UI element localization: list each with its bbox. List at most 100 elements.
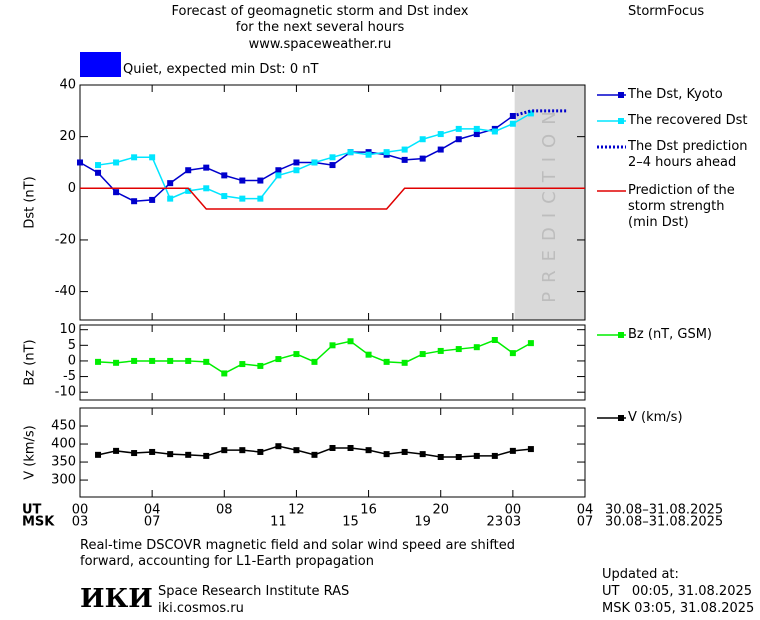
- url: www.spaceweather.ru: [248, 37, 392, 52]
- legend-marker: [618, 415, 624, 421]
- data-point: [365, 351, 372, 358]
- x-tick-label: 23: [487, 515, 504, 530]
- data-point: [527, 446, 534, 453]
- data-point: [437, 347, 444, 354]
- data-point: [185, 451, 192, 458]
- y-tick-label: 10: [59, 322, 76, 337]
- x-tick-label: 08: [216, 503, 233, 518]
- data-point: [185, 357, 192, 364]
- data-point: [113, 189, 120, 196]
- x-tick-label: 00: [72, 503, 89, 518]
- data-point: [437, 146, 444, 153]
- msk-label: MSK: [22, 515, 55, 530]
- legend-entry: Prediction of the storm strength (min Ds…: [628, 183, 735, 230]
- x-tick-label: 12: [288, 503, 305, 518]
- data-point: [185, 187, 192, 194]
- data-point: [491, 337, 498, 343]
- data-point: [275, 167, 282, 174]
- data-point: [257, 195, 264, 202]
- updated-ut: UT 00:05, 31.08.2025: [602, 584, 753, 599]
- prediction-zone: [514, 85, 585, 320]
- data-point: [293, 159, 300, 166]
- data-point: [473, 452, 480, 459]
- legend-marker: [618, 92, 624, 98]
- data-point: [203, 358, 210, 365]
- data-point: [203, 452, 210, 459]
- data-point: [113, 359, 120, 366]
- data-point: [149, 448, 156, 455]
- data-point: [293, 351, 300, 358]
- ut-label: UT: [22, 503, 42, 518]
- data-point: [95, 358, 102, 365]
- institute-url[interactable]: iki.cosmos.ru: [158, 601, 244, 616]
- data-point: [419, 136, 426, 143]
- data-point: [257, 362, 264, 369]
- data-point: [437, 454, 444, 461]
- data-point: [491, 452, 498, 459]
- data-point: [383, 451, 390, 458]
- data-point: [419, 451, 426, 458]
- x-tick-label: 04: [144, 503, 161, 518]
- data-point: [419, 155, 426, 162]
- plot-frame: [79, 84, 586, 321]
- plot-frame: [79, 407, 586, 498]
- data-point: [455, 346, 462, 353]
- product-name: StormFocus: [628, 4, 705, 19]
- ut-range: 30.08–31.08.2025: [605, 503, 723, 518]
- data-point: [167, 451, 174, 458]
- x-tick-label: 15: [342, 515, 359, 530]
- data-point: [455, 125, 462, 132]
- data-point: [347, 338, 354, 345]
- data-point: [347, 149, 354, 156]
- institute-name: Space Research Institute RAS: [158, 584, 350, 599]
- data-point: [329, 444, 336, 451]
- data-point: [275, 443, 282, 450]
- data-point: [221, 370, 228, 377]
- data-point: [527, 340, 534, 347]
- legend-entry: The recovered Dst: [628, 113, 748, 128]
- data-point: [257, 448, 264, 455]
- msk-range: 30.08–31.08.2025: [605, 515, 723, 530]
- x-tick-label: 16: [360, 503, 377, 518]
- legend-entry: Bz (nT, GSM): [628, 327, 713, 342]
- y-axis-label: V (km/s): [23, 425, 38, 480]
- data-point: [365, 151, 372, 158]
- data-point: [401, 359, 408, 366]
- data-point: [239, 361, 246, 368]
- data-point: [77, 159, 83, 166]
- data-point: [401, 448, 408, 455]
- y-tick-label: 0: [68, 181, 76, 196]
- legend-entry: V (km/s): [628, 410, 683, 425]
- data-point: [221, 193, 228, 200]
- data-point: [401, 146, 408, 153]
- data-point: [311, 451, 318, 458]
- y-tick-label: -20: [55, 232, 76, 247]
- data-point: [509, 447, 516, 454]
- y-tick-label: 5: [68, 338, 76, 353]
- data-point: [95, 162, 102, 169]
- legend-marker: [618, 118, 624, 124]
- series-line: [80, 187, 585, 210]
- data-point: [185, 167, 192, 174]
- y-tick-label: 0: [68, 353, 76, 368]
- data-point: [419, 351, 426, 358]
- data-point: [455, 454, 462, 461]
- data-point: [167, 180, 174, 187]
- data-point: [131, 450, 138, 457]
- data-point: [383, 358, 390, 365]
- x-tick-label: 07: [144, 515, 161, 530]
- data-point: [221, 447, 228, 454]
- data-point: [509, 120, 516, 127]
- data-point: [167, 195, 174, 202]
- series-line: [97, 112, 532, 200]
- data-point: [131, 154, 138, 161]
- prediction-label: PREDICTION: [539, 102, 560, 302]
- data-point: [203, 185, 210, 192]
- data-point: [149, 196, 156, 203]
- x-tick-label: 04: [577, 503, 594, 518]
- data-point: [311, 159, 318, 166]
- data-point: [365, 447, 372, 454]
- x-tick-label: 20: [432, 503, 449, 518]
- x-tick-label: 11: [270, 515, 287, 530]
